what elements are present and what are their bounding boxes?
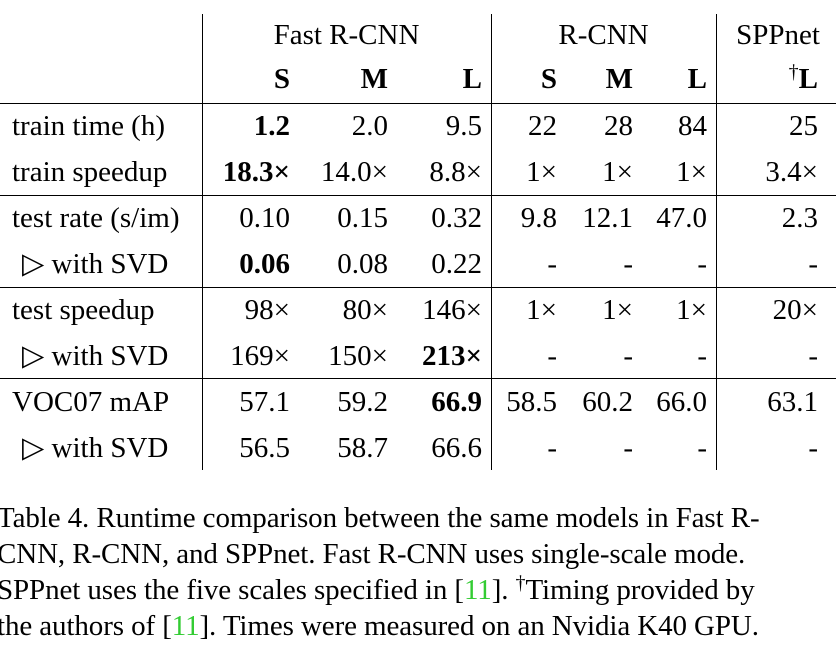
group-header-rcnn: R-CNN [558,19,649,51]
table-cell: 1× [676,294,707,326]
table-cell: - [547,248,557,280]
table-cell: 84 [678,110,707,142]
table-cell: - [697,432,707,464]
table-cell: - [697,340,707,372]
caption-line: CNN, R-CNN, and SPPnet. Fast R-CNN uses … [0,538,746,570]
row-label: train speedup [12,156,168,188]
table-cell: 58.7 [337,432,388,464]
table-cell: 1× [676,156,707,188]
subheader-sppnet-l-letter: L [798,63,818,95]
horizontal-rule [0,287,836,288]
caption-line: SPPnet uses the five scales specified in… [0,572,840,608]
caption-line: the authors of [11]. Times were measured… [0,608,840,644]
row-label: test rate (s/im) [12,202,180,234]
table-cell: 12.1 [582,202,633,234]
table-cell: 28 [604,110,633,142]
table-cell: 14.0× [320,156,388,188]
table-cell: - [697,248,707,280]
row-label: VOC07 mAP [12,386,170,418]
group-header-fast-rcnn: Fast R-CNN [273,19,420,51]
table-cell: 9.5 [445,110,482,142]
vertical-rule [202,14,203,470]
table-cell: 2.0 [351,110,388,142]
row-label: train time (h) [12,110,166,142]
caption-text: the authors of [ [0,610,172,642]
table-cell: 0.10 [239,202,290,234]
table-cell: 150× [328,340,388,372]
table-cell: 25 [789,110,818,142]
subheader-rcnn-m: M [605,63,633,95]
caption-text: ]. [491,574,516,606]
subheader-rcnn-l: L [687,63,707,95]
table-cell: 8.8× [429,156,482,188]
table-cell: - [623,432,633,464]
table-cell: - [808,432,818,464]
table-cell: - [547,432,557,464]
table-cell: 59.2 [337,386,388,418]
table-cell: 60.2 [582,386,633,418]
row-label: ▷ with SVD [22,432,169,464]
vertical-rule [716,14,717,470]
subheader-fast-m: M [360,63,388,95]
row-label: ▷ with SVD [22,248,169,280]
table-cell: 146× [422,294,482,326]
group-header-sppnet: SPPnet [736,19,820,51]
table-cell: 66.9 [431,386,482,418]
caption-text: ]. Times were measured on an Nvidia K40 … [199,610,760,642]
horizontal-rule [0,195,836,196]
row-label: test speedup [12,294,155,326]
table-cell: 98× [244,294,290,326]
subheader-fast-s: S [273,63,290,95]
table-cell: 1× [602,294,633,326]
table-caption: Table 4. Runtime comparison between the … [0,500,840,644]
table-cell: - [623,340,633,372]
table-cell: - [808,248,818,280]
table-cell: 0.22 [431,248,482,280]
citation-link[interactable]: 11 [171,610,200,642]
table-cell: 18.3× [222,156,290,188]
subheader-fast-l: L [462,63,482,95]
subheader-sppnet-l: †L [716,62,818,96]
caption-text: Timing provided by [525,574,755,606]
horizontal-rule [0,103,836,104]
table-cell: 3.4× [765,156,818,188]
table-cell: - [623,248,633,280]
table-cell: 56.5 [239,432,290,464]
table-cell: 213× [421,340,482,372]
table-cell: 1.2 [253,110,290,142]
table-cell: 1× [526,294,557,326]
table-cell: 20× [772,294,818,326]
table-cell: 47.0 [656,202,707,234]
table-cell: 2.3 [781,202,818,234]
caption-text: SPPnet uses the five scales specified in… [0,574,464,606]
subheader-rcnn-s: S [540,63,557,95]
table-cell: 57.1 [239,386,290,418]
table-cell: 66.6 [431,432,482,464]
dagger-mark: † [515,572,526,594]
table-cell: 1× [526,156,557,188]
table-cell: 169× [230,340,290,372]
table-cell: 1× [602,156,633,188]
table-cell: 0.06 [239,248,290,280]
dagger-mark: † [788,61,799,83]
table-cell: 0.15 [337,202,388,234]
table-cell: 9.8 [520,202,557,234]
row-label: ▷ with SVD [22,340,169,372]
table-cell: 66.0 [656,386,707,418]
table-cell: 63.1 [767,386,818,418]
table-cell: 0.32 [431,202,482,234]
table-cell: 22 [528,110,557,142]
vertical-rule [491,14,492,470]
table-cell: 58.5 [506,386,557,418]
table-cell: 0.08 [337,248,388,280]
table-cell: - [547,340,557,372]
table-cell: - [808,340,818,372]
table-cell: 80× [342,294,388,326]
caption-line: Table 4. Runtime comparison between the … [0,502,760,534]
citation-link[interactable]: 11 [463,574,492,606]
horizontal-rule [0,378,836,379]
